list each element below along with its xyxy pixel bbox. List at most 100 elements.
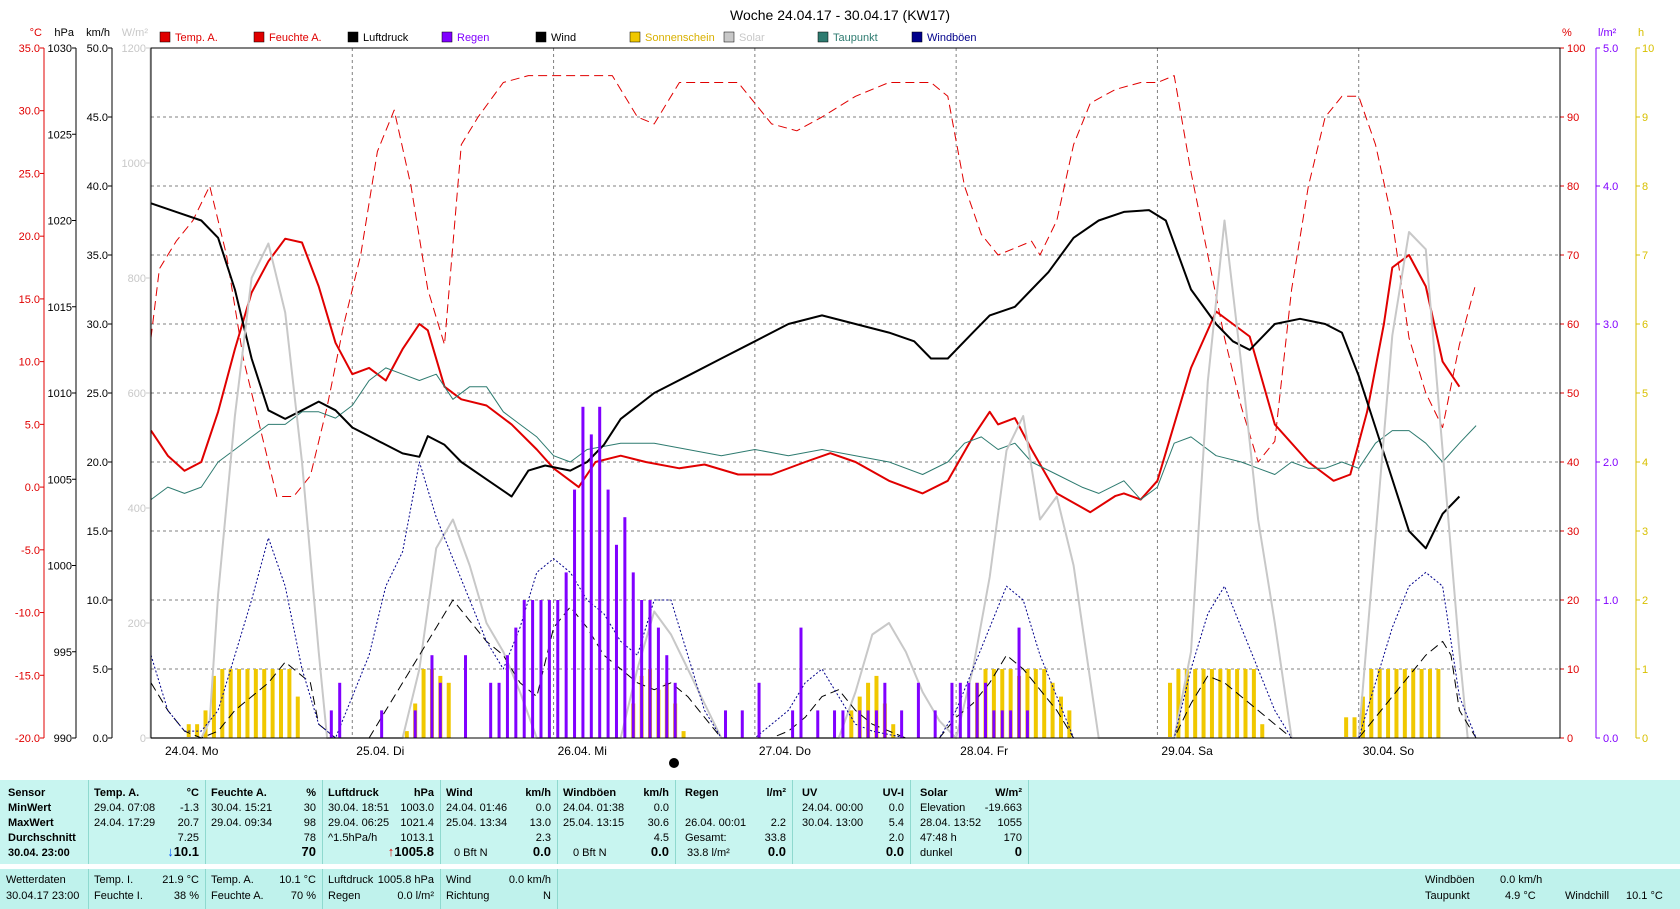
rain-bar xyxy=(338,682,342,738)
y-axis-unit: % xyxy=(1562,27,1572,39)
sunshine-bar xyxy=(1394,669,1399,738)
rain-bar xyxy=(1017,627,1021,738)
rain-bar xyxy=(573,489,577,738)
sunshine-bar xyxy=(1344,717,1349,738)
rain-bar xyxy=(539,600,543,738)
temp-now: 10.1 xyxy=(173,844,199,859)
rain-bar xyxy=(933,710,937,738)
uv-max-value: 5.4 xyxy=(888,817,904,829)
y-tick-label: -10.0 xyxy=(15,608,40,620)
y-tick-label: 1010 xyxy=(48,388,72,400)
rain-bar xyxy=(992,710,996,738)
sunshine-bar xyxy=(1260,724,1265,738)
rain-bar xyxy=(631,572,635,738)
y-tick-label: 25.0 xyxy=(87,388,108,400)
current-gust: 0.0 km/h xyxy=(1500,874,1543,886)
wind-max-value: 13.0 xyxy=(529,817,551,829)
rain-bar xyxy=(614,544,618,738)
y-axis-unit: l/m² xyxy=(1598,27,1617,39)
sunshine-bar xyxy=(203,710,208,738)
series-line xyxy=(150,237,1461,514)
y-tick-label: 800 xyxy=(128,273,146,285)
legend-label: Luftdruck xyxy=(363,32,409,44)
rain-bar xyxy=(958,682,962,738)
current-gust-label: Windböen xyxy=(1425,874,1475,886)
indoor-temp: 21.9 °C xyxy=(162,874,199,886)
indoor-hum: 38 % xyxy=(173,890,199,902)
wind-header: Wind xyxy=(446,787,473,799)
uv-now: 0.0 xyxy=(885,844,904,859)
sunshine-bar xyxy=(1184,669,1189,738)
rain-now-sum: 33.8 l/m² xyxy=(687,847,730,859)
chart-lines xyxy=(150,75,1477,739)
rain-bar xyxy=(1025,710,1029,738)
current-wind-cell: Wind 0.0 km/h Richtung N xyxy=(440,869,558,909)
legend-swatch xyxy=(911,31,923,43)
y-tick-label: 5.0 xyxy=(1603,43,1618,55)
rain-bar xyxy=(833,710,837,738)
y-tick-label: 5.0 xyxy=(25,419,40,431)
legend-swatch xyxy=(441,31,453,43)
temp-max-time: 24.04. 17:29 xyxy=(94,817,156,829)
y-tick-label: 1.0 xyxy=(1603,595,1618,607)
current-title: Wetterdaten xyxy=(6,874,66,886)
rain-bar xyxy=(581,406,585,738)
current-pressure-cell: Luftdruck 1005.8 hPa Regen 0.0 l/m² xyxy=(322,869,441,909)
temp-header: Temp. A. xyxy=(94,787,140,799)
current-chill-label: Windchill xyxy=(1565,890,1610,902)
wind-min-value: 0.0 xyxy=(535,802,551,814)
sunshine-bar xyxy=(262,669,267,738)
y-tick-label: 0 xyxy=(1642,733,1648,745)
legend-swatch xyxy=(535,31,547,43)
current-rain: 0.0 l/m² xyxy=(397,890,434,902)
y-axis-unit: hPa xyxy=(54,27,74,39)
sunshine-bar xyxy=(891,724,896,738)
uv-column: UV UV-I 24.04. 00:00 0.0 30.04. 13:00 5.… xyxy=(792,780,911,864)
sunshine-bar xyxy=(1226,669,1231,738)
current-indoor-cell: Temp. I. 21.9 °C Feuchte I. 38 % xyxy=(88,869,206,909)
y-tick-label: 1000 xyxy=(48,561,72,573)
avg-label: Durchschnitt xyxy=(8,832,76,844)
rain-bar xyxy=(816,710,820,738)
rain-bar xyxy=(438,682,442,738)
rain-column: Regen l/m² 26.04. 00:01 2.2 Gesamt: 33.8… xyxy=(675,780,793,864)
sunshine-bar xyxy=(446,682,451,738)
current-wind: 0.0 km/h xyxy=(508,874,551,886)
y-tick-label: 10.0 xyxy=(87,595,108,607)
chart-grid xyxy=(151,48,1560,738)
rain-bar xyxy=(1009,710,1013,738)
indoor-hum-label: Feuchte I. xyxy=(94,890,143,902)
sunshine-bar xyxy=(991,669,996,738)
wind-max-time: 25.04. 13:34 xyxy=(446,817,508,829)
y-tick-label: 600 xyxy=(128,388,146,400)
rain-bar xyxy=(623,517,627,738)
uv-min-value: 0.0 xyxy=(888,802,904,814)
rain-bar xyxy=(430,655,434,738)
current-timestamp-cell: Wetterdaten 30.04.17 23:00 xyxy=(0,869,89,909)
wind-now: 0.0 xyxy=(532,844,551,859)
rain-bar xyxy=(564,572,568,738)
series-line xyxy=(150,367,1477,501)
rain-bar xyxy=(799,627,803,738)
y-tick-label: -20.0 xyxy=(15,733,40,745)
y-tick-label: 20.0 xyxy=(19,231,40,243)
rain-bar xyxy=(589,434,593,738)
y-tick-label: 10.0 xyxy=(19,357,40,369)
rain-bar xyxy=(967,682,971,738)
wind-now-bft: 0 Bft N xyxy=(454,847,488,859)
rain-bar xyxy=(883,682,887,738)
y-tick-label: 2.0 xyxy=(1603,457,1618,469)
outdoor-temp: 10.1 °C xyxy=(279,874,316,886)
y-tick-label: 50.0 xyxy=(87,43,108,55)
solar-unit: W/m² xyxy=(995,787,1022,799)
current-wind-label: Wind xyxy=(446,874,472,886)
sunshine-bar xyxy=(1168,682,1173,738)
y-tick-label: 50 xyxy=(1567,388,1579,400)
sunshine-bar xyxy=(1218,669,1223,738)
y-tick-label: -5.0 xyxy=(21,545,40,557)
y-tick-label: 3 xyxy=(1642,526,1648,538)
now-label: 30.04. 23:00 xyxy=(8,847,70,859)
rain-bar xyxy=(489,682,493,738)
rain-bar xyxy=(464,655,468,738)
hum-header: Feuchte A. xyxy=(211,787,267,799)
